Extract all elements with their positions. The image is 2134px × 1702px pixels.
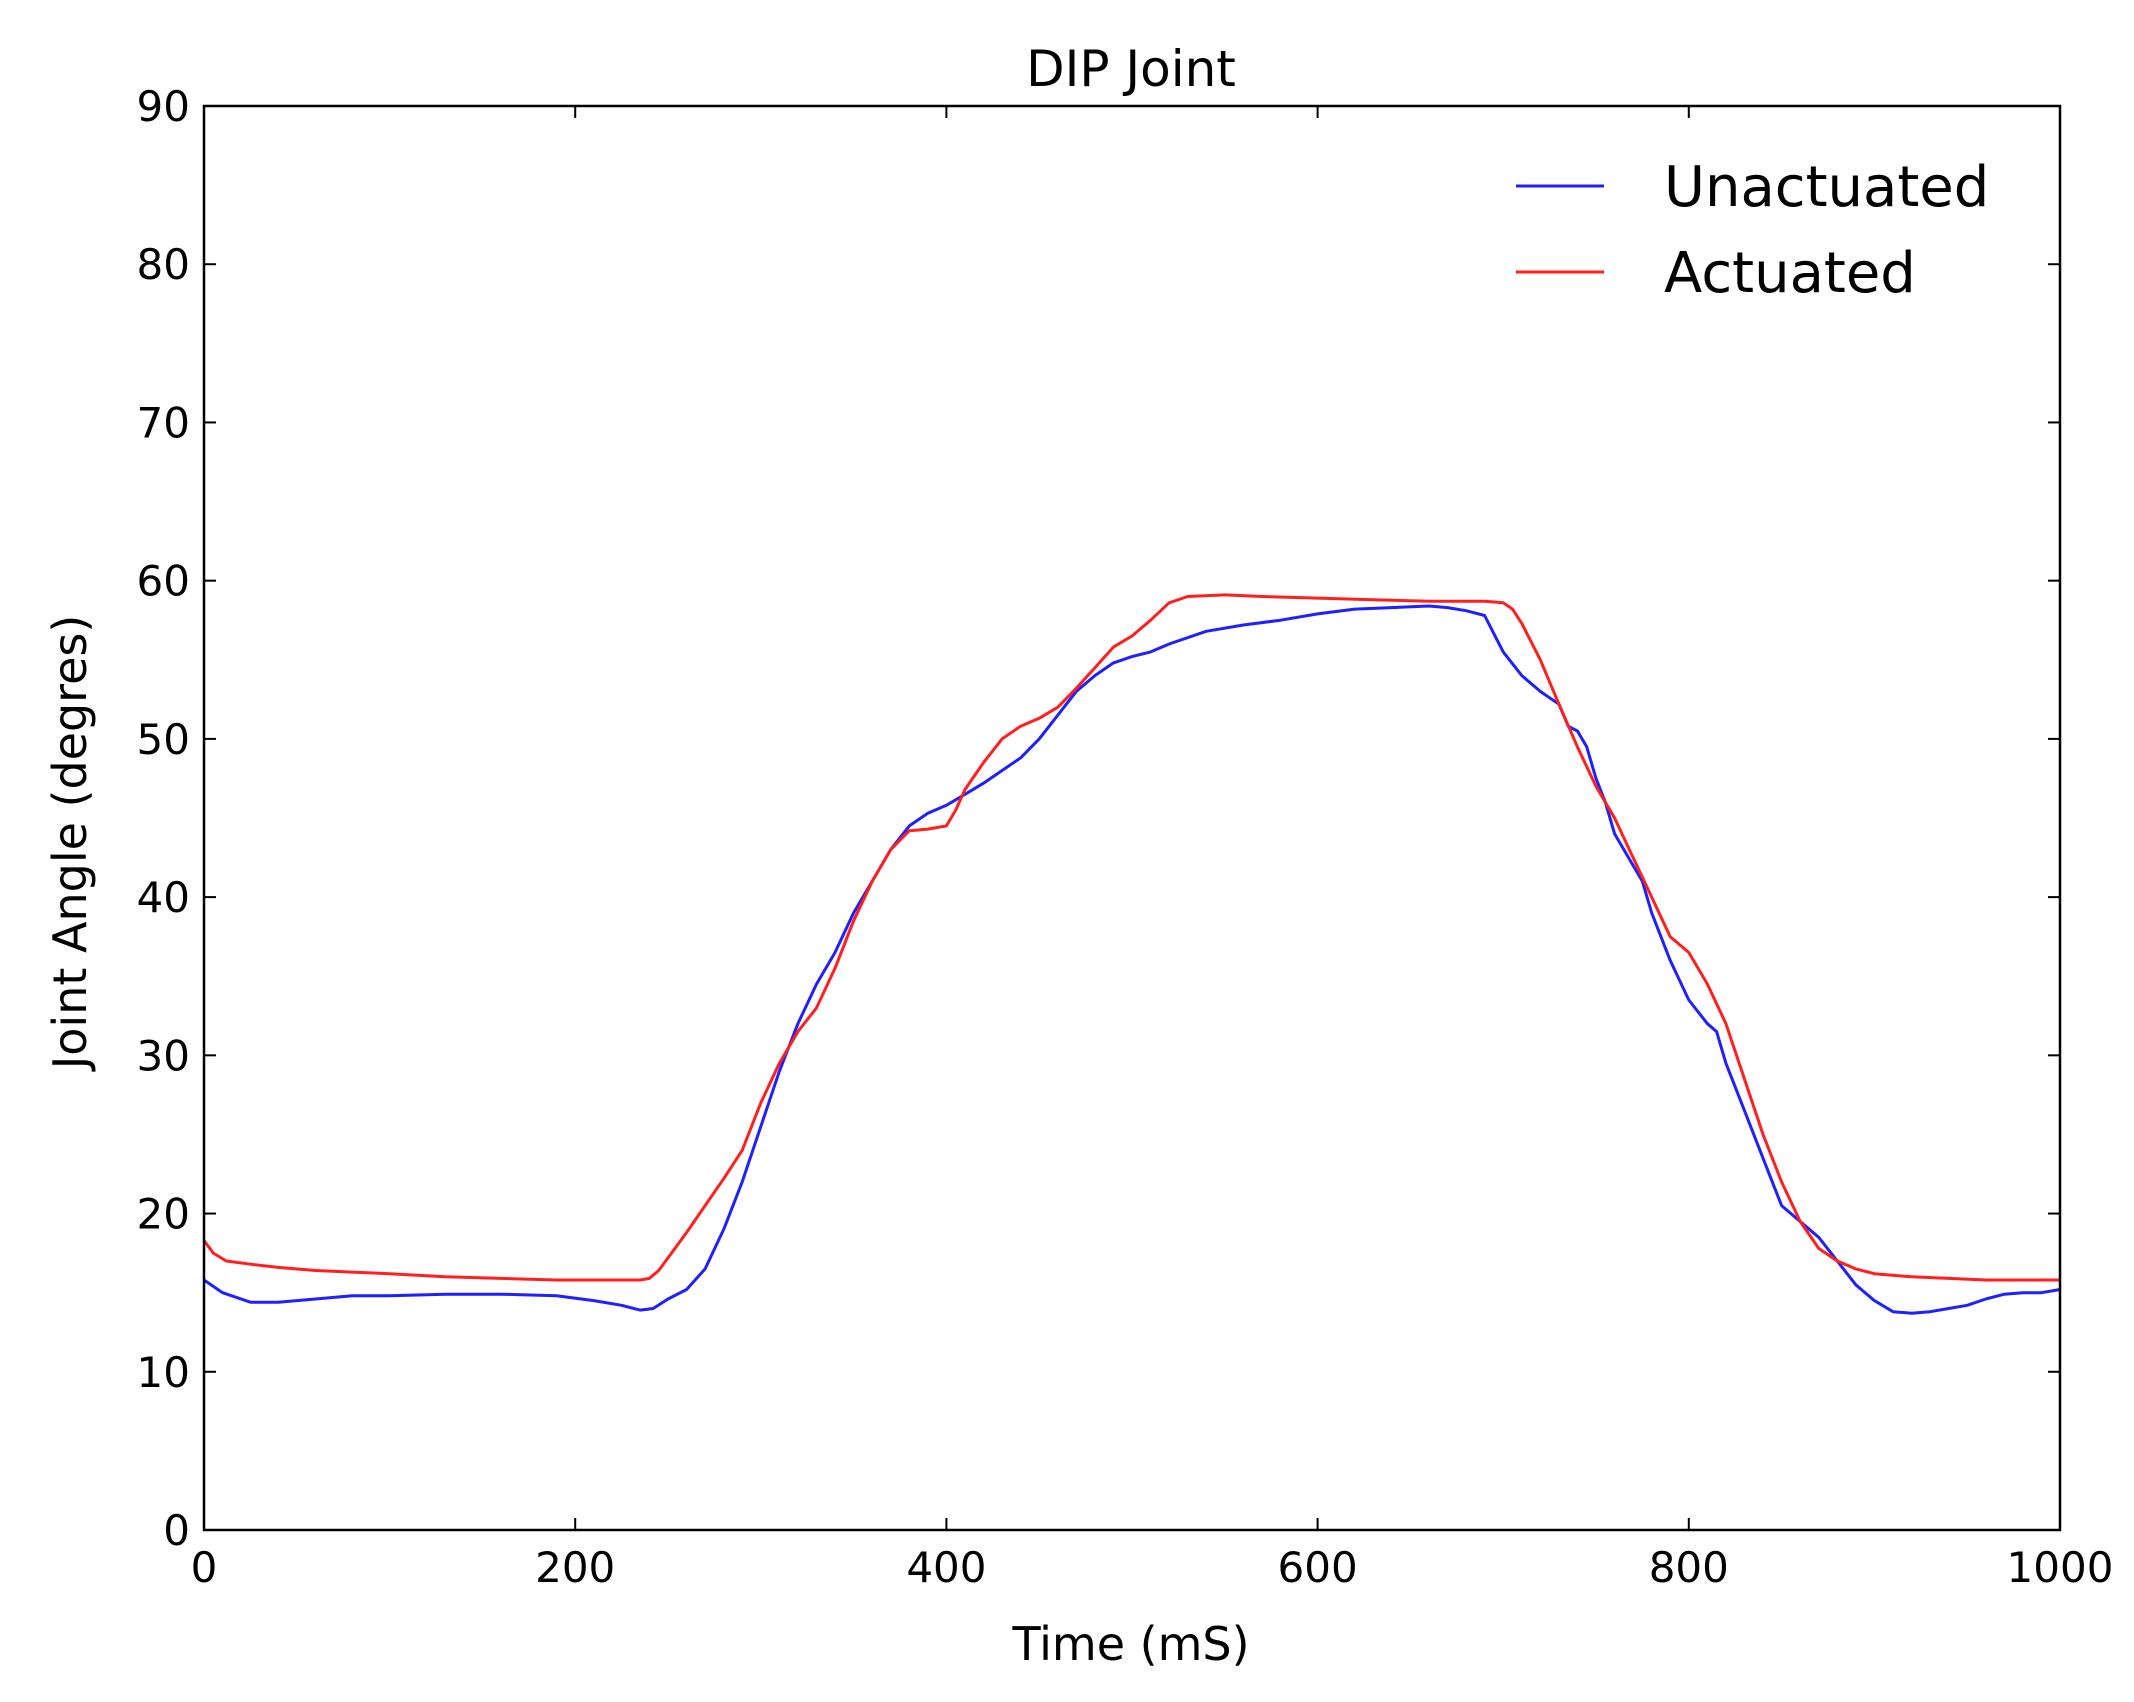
y-tick-label: 80 [137, 240, 190, 289]
series-line-unactuated [203, 604, 2061, 1315]
y-tick-label: 20 [137, 1190, 190, 1239]
y-tick-label: 90 [137, 82, 190, 131]
y-axis-title: Joint Angle (degres) [43, 615, 97, 1073]
ticks-layer: 0 200 400 600 800 1000 0 10 20 30 40 50 60 70 80 90 [137, 82, 2114, 1592]
y-tick-label: 0 [163, 1506, 190, 1555]
x-axis-title: Time (mS) [1011, 1617, 1249, 1671]
legend-label-unactuated: Unactuated [1664, 155, 1989, 220]
y-tick-label: 30 [137, 1031, 190, 1080]
x-tick-label: 200 [535, 1543, 615, 1592]
x-tick-label: 400 [906, 1543, 986, 1592]
x-tick-label: 1000 [2007, 1543, 2114, 1592]
plot-frame [202, 104, 2062, 1532]
x-tick-label: 0 [191, 1543, 218, 1592]
chart-title: DIP Joint [1026, 40, 1236, 98]
y-tick-label: 60 [137, 557, 190, 606]
legend: Unactuated Actuated [1516, 155, 1989, 306]
x-tick-label: 600 [1278, 1543, 1358, 1592]
x-tick-label: 800 [1649, 1543, 1729, 1592]
y-tick-label: 10 [137, 1348, 190, 1397]
y-tick-label: 70 [137, 398, 190, 447]
series-layer [202, 593, 2061, 1315]
y-tick-label: 50 [137, 715, 190, 764]
y-tick-label: 40 [137, 873, 190, 922]
legend-label-actuated: Actuated [1664, 241, 1916, 306]
series-line-actuated [202, 593, 2060, 1282]
